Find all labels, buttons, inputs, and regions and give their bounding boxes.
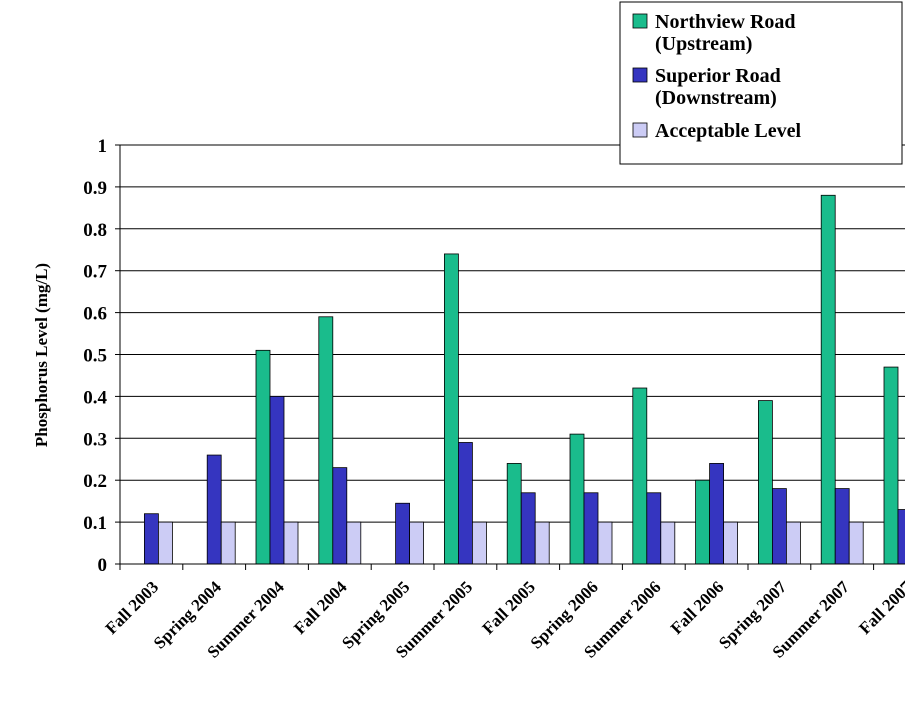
y-tick-label: 0.7 — [83, 262, 107, 283]
bar — [709, 463, 724, 565]
legend-label: Superior Road — [655, 65, 781, 87]
bar — [834, 488, 850, 565]
legend-label: Acceptable Level — [655, 120, 802, 142]
bar — [897, 509, 905, 565]
bar — [772, 488, 787, 565]
bar — [534, 521, 550, 565]
y-tick-labels: 0 0.1 0.2 0.3 0.4 0.5 0.6 0.7 0.8 0.9 1 — [83, 136, 107, 576]
bar — [758, 400, 773, 565]
bar — [632, 387, 648, 565]
y-tick-label: 0.5 — [83, 346, 107, 367]
x-tick-label: Fall 2004 — [290, 577, 351, 638]
bar — [457, 442, 473, 565]
bar — [820, 194, 836, 565]
bar — [332, 467, 348, 565]
legend-label: (Upstream) — [655, 33, 752, 55]
legend-swatch — [632, 13, 648, 29]
bar — [220, 521, 236, 565]
bar — [471, 521, 487, 565]
bar — [695, 479, 710, 565]
y-axis-title: Phosphorus Level (mg/L) — [32, 263, 51, 447]
x-tick-label: Fall 2003 — [102, 577, 163, 638]
legend-swatch — [632, 122, 648, 138]
bar — [660, 521, 676, 565]
y-tick-label: 0.3 — [83, 429, 107, 450]
bar — [318, 316, 334, 565]
bar — [143, 513, 159, 565]
bar — [646, 492, 662, 565]
legend: Northview Road(Upstream) Superior Road(Do… — [619, 1, 903, 165]
bar — [157, 521, 173, 565]
legend-swatch — [632, 67, 648, 83]
legend-box — [619, 1, 903, 165]
bar — [283, 521, 299, 565]
bars — [143, 194, 905, 565]
bar — [395, 502, 411, 565]
bar — [346, 521, 362, 565]
x-tick-label: Fall 2006 — [667, 577, 728, 638]
bar — [255, 349, 271, 565]
y-tick-label: 0 — [98, 555, 108, 576]
bar — [786, 521, 801, 565]
y-tick-label: 1 — [98, 136, 108, 157]
y-tick-label: 0.6 — [83, 304, 107, 325]
legend-label: (Downstream) — [655, 87, 777, 109]
axes — [115, 144, 905, 570]
y-tick-label: 0.9 — [83, 178, 107, 199]
x-tick-label: Fall 2007 — [855, 577, 905, 638]
bar — [569, 433, 585, 565]
bar — [409, 521, 425, 565]
bar — [269, 395, 285, 565]
bar — [583, 492, 599, 565]
y-tick-label: 0.4 — [83, 387, 107, 408]
legend-label: Northview Road — [655, 11, 796, 33]
bar — [206, 454, 222, 565]
bar — [883, 366, 899, 565]
y-tick-label: 0.1 — [83, 513, 107, 534]
y-tick-label: 0.8 — [83, 220, 107, 241]
bar — [506, 463, 522, 565]
y-tick-label: 0.2 — [83, 471, 107, 492]
x-tick-label: Fall 2005 — [479, 577, 540, 638]
bar — [848, 521, 864, 565]
bar — [520, 492, 536, 565]
bar — [723, 521, 738, 565]
bar — [443, 253, 459, 565]
bar — [597, 521, 613, 565]
